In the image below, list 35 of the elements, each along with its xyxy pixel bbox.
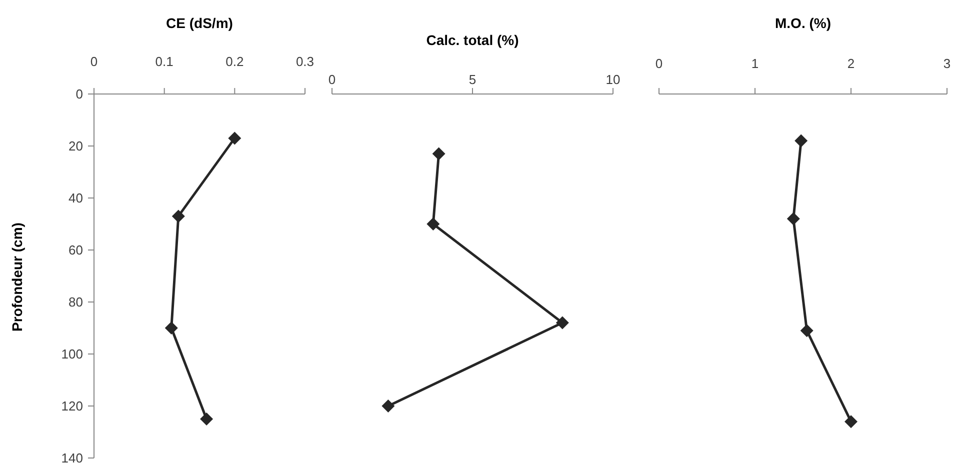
point: [432, 147, 446, 160]
x-tick-label: 5: [468, 72, 476, 87]
x-axis-title: M.O. (%): [775, 15, 831, 31]
point: [228, 132, 242, 145]
x-tick-label: 10: [606, 72, 620, 87]
y-tick-label: 60: [68, 242, 83, 258]
y-tick-label: 120: [61, 398, 83, 414]
point: [800, 324, 814, 338]
y-tick-label: 80: [68, 294, 83, 310]
x-tick-label: 0: [328, 72, 336, 87]
x-tick-label: 0.2: [226, 54, 244, 69]
point: [794, 134, 808, 148]
y-tick-label: 0: [76, 86, 83, 102]
x-tick-label: 0: [90, 54, 98, 69]
point: [172, 210, 185, 223]
y-tick-label: 100: [61, 346, 83, 362]
y-tick-label: 140: [61, 450, 83, 466]
point: [426, 218, 440, 230]
y-tick-label: 40: [68, 190, 83, 206]
y-axis-title: Profondeur (cm): [9, 222, 25, 332]
point: [200, 412, 214, 426]
point: [786, 212, 800, 226]
x-tick-label: 0.1: [155, 54, 174, 69]
x-tick-label: 3: [943, 56, 951, 71]
x-tick-label: 0.3: [296, 54, 314, 69]
x-tick-label: 0: [655, 56, 663, 71]
point: [844, 415, 858, 428]
point: [164, 322, 178, 334]
x-tick-label: 2: [847, 56, 855, 71]
x-axis-title: Calc. total (%): [426, 32, 519, 48]
point: [382, 400, 395, 412]
x-axis-title: CE (dS/m): [166, 15, 233, 31]
point: [556, 316, 569, 330]
x-tick-label: 1: [751, 56, 759, 71]
y-tick-label: 20: [68, 138, 83, 154]
